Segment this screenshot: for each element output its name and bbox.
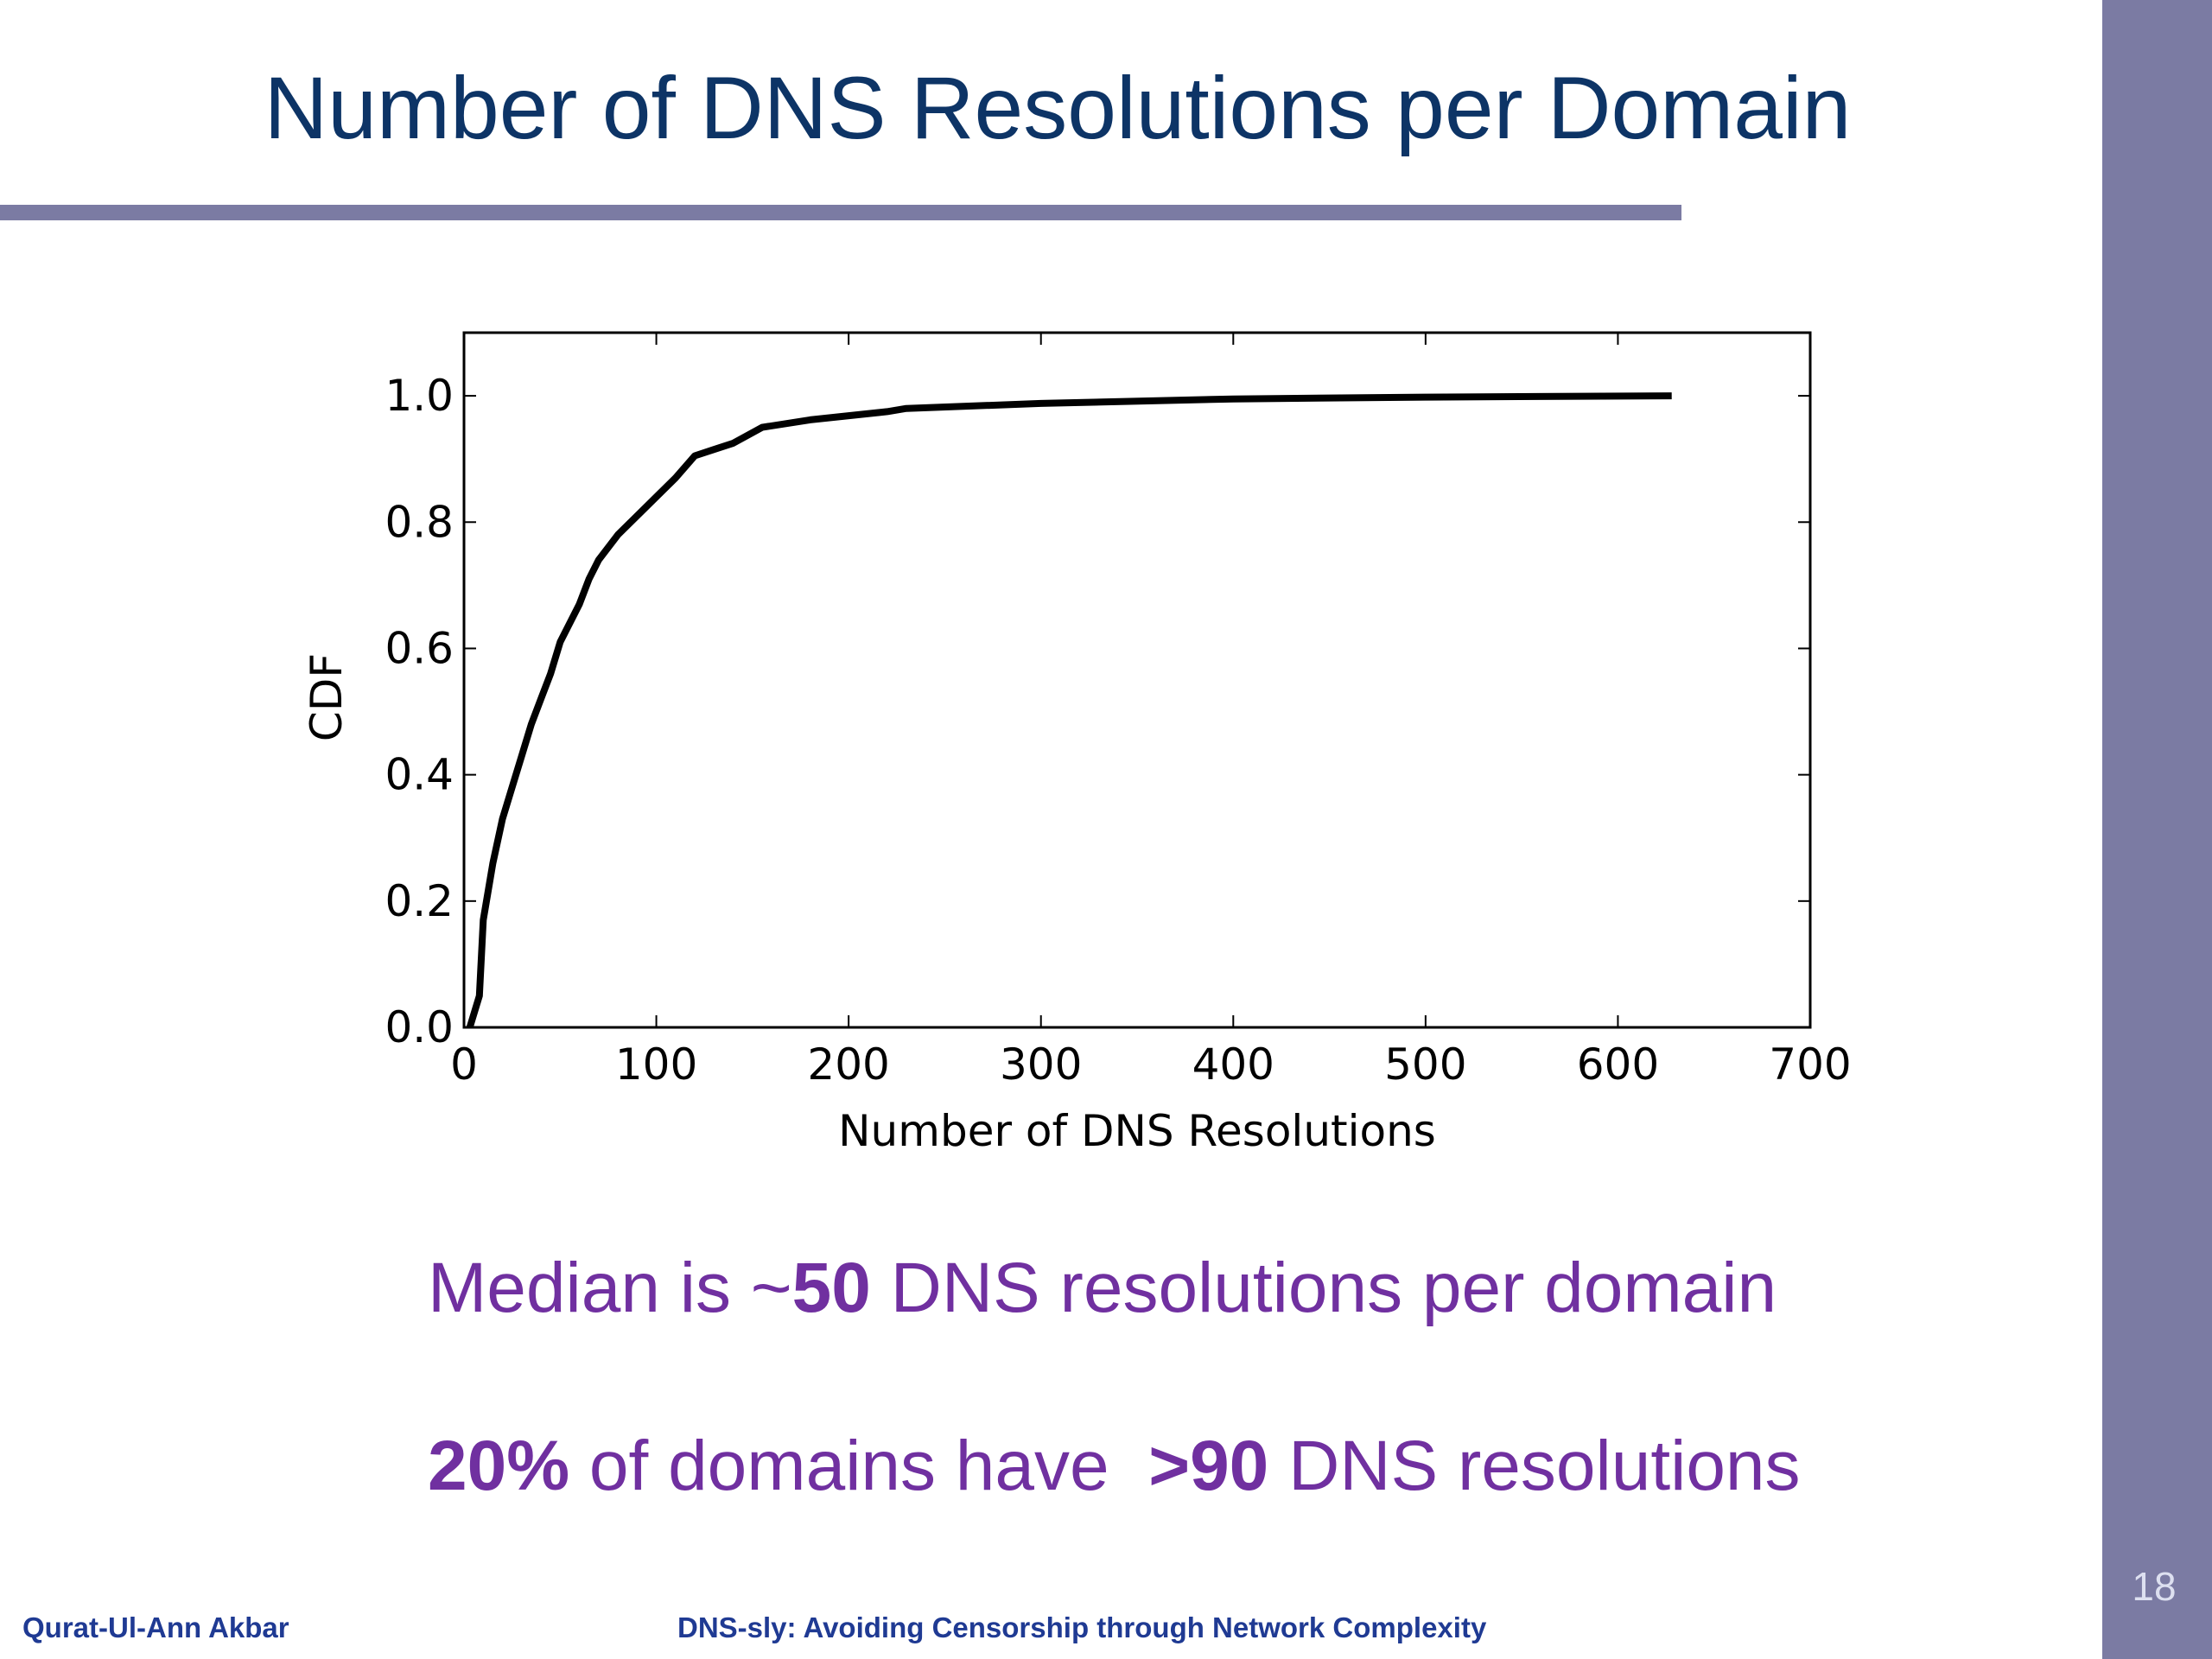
x-tick-label: 600 bbox=[1577, 1039, 1659, 1090]
y-tick-label: 1.0 bbox=[385, 371, 454, 421]
y-tick-label: 0.2 bbox=[385, 876, 454, 926]
y-tick-label: 0.6 bbox=[385, 623, 454, 673]
y-tick-label: 0.4 bbox=[385, 750, 454, 800]
x-tick-label: 200 bbox=[807, 1039, 889, 1090]
y-tick-label: 0.8 bbox=[385, 497, 454, 547]
bullet-text: DNS resolutions bbox=[1268, 1427, 1800, 1505]
bullet: 20% of domains have >90 DNS resolutions bbox=[428, 1427, 1801, 1505]
cdf-line bbox=[466, 392, 1672, 1029]
plot-frame bbox=[462, 331, 1812, 1029]
bullet-text: DNS resolutions per domain bbox=[871, 1249, 1777, 1327]
x-tick-label: 0 bbox=[450, 1039, 478, 1090]
x-axis-label: Number of DNS Resolutions bbox=[838, 1106, 1436, 1156]
footer-author: Qurat-Ul-Ann Akbar bbox=[22, 1611, 289, 1643]
bullet-emphasis: >90 bbox=[1148, 1427, 1268, 1505]
x-tick-label: 700 bbox=[1769, 1039, 1851, 1090]
y-axis-label: CDF bbox=[302, 653, 352, 741]
bullet-text: Median is ~ bbox=[428, 1249, 792, 1327]
sidebar bbox=[2102, 0, 2212, 1659]
x-tick-label: 400 bbox=[1192, 1039, 1274, 1090]
x-tick-label: 500 bbox=[1384, 1039, 1466, 1090]
slide-title: Number of DNS Resolutions per Domain bbox=[264, 59, 1852, 157]
page-number: 18 bbox=[2132, 1564, 2176, 1609]
footer-talk: DNS-sly: Avoiding Censorship through Net… bbox=[677, 1611, 1487, 1643]
x-tick-label: 300 bbox=[1000, 1039, 1082, 1090]
y-tick-label: 0.0 bbox=[385, 1002, 454, 1052]
bullet-emphasis: 20% bbox=[428, 1427, 569, 1505]
bullet-text: of domains have bbox=[569, 1427, 1148, 1505]
bullet-emphasis: 50 bbox=[792, 1249, 871, 1327]
bullet: Median is ~50 DNS resolutions per domain bbox=[428, 1249, 1777, 1327]
title-rule bbox=[0, 205, 1681, 220]
x-tick-label: 100 bbox=[615, 1039, 697, 1090]
